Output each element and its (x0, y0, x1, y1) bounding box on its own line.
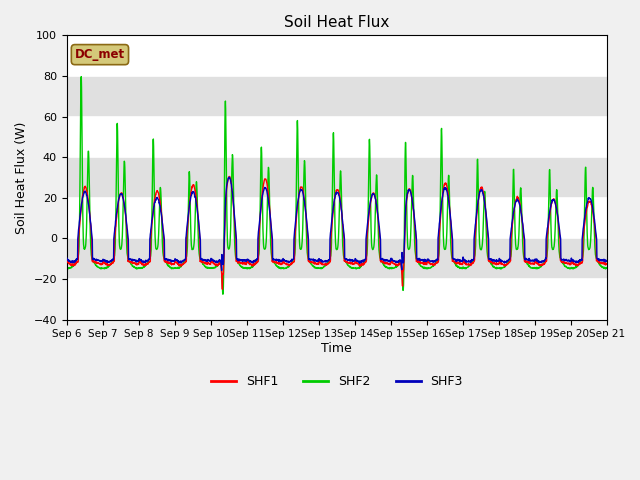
Bar (67, 239, 607, 279)
SHF1 (226, 174, 234, 180)
SHF3 (225, 174, 233, 180)
SHF2 (365, 182, 372, 188)
SHF3 (603, 259, 611, 264)
SHF1 (556, 231, 563, 237)
SHF3 (63, 255, 70, 261)
Text: DC_met: DC_met (75, 48, 125, 61)
SHF3 (556, 228, 563, 234)
SHF3 (218, 267, 225, 273)
SHF3 (494, 258, 502, 264)
SHF1 (365, 217, 372, 223)
Line: SHF1: SHF1 (67, 177, 607, 289)
Line: SHF3: SHF3 (67, 177, 607, 270)
SHF1 (218, 287, 226, 292)
SHF3 (353, 258, 360, 264)
SHF3 (365, 212, 372, 218)
X-axis label: Time: Time (321, 342, 352, 355)
Bar (67, 157, 607, 198)
SHF2 (77, 74, 85, 80)
SHF1 (214, 263, 221, 269)
SHF3 (571, 258, 579, 264)
SHF2 (603, 265, 611, 271)
SHF2 (571, 265, 579, 271)
SHF3 (214, 260, 221, 265)
Line: SHF2: SHF2 (67, 77, 607, 294)
SHF2 (494, 265, 502, 271)
SHF1 (63, 257, 70, 263)
SHF1 (603, 262, 611, 267)
SHF1 (494, 261, 502, 266)
SHF1 (353, 261, 360, 266)
Title: Soil Heat Flux: Soil Heat Flux (284, 15, 390, 30)
SHF1 (571, 261, 579, 267)
SHF2 (63, 264, 70, 270)
Bar (67, 76, 607, 117)
SHF2 (353, 266, 360, 272)
SHF2 (214, 263, 221, 269)
SHF2 (219, 291, 227, 297)
SHF2 (556, 252, 563, 258)
Legend: SHF1, SHF2, SHF3: SHF1, SHF2, SHF3 (206, 370, 468, 393)
Y-axis label: Soil Heat Flux (W): Soil Heat Flux (W) (15, 121, 28, 234)
